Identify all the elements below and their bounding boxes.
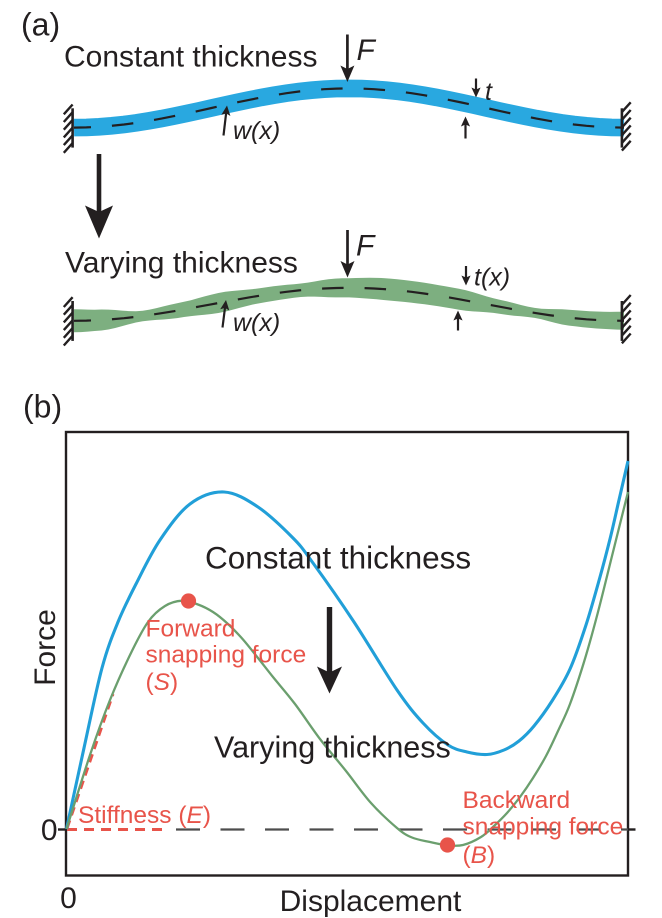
svg-text:(S): (S) (146, 669, 179, 696)
svg-text:Varying thickness: Varying thickness (214, 731, 451, 765)
svg-text:snapping force: snapping force (146, 642, 307, 669)
svg-text:Constant thickness: Constant thickness (205, 540, 471, 576)
svg-text:Stiffness (E): Stiffness (E) (78, 802, 211, 829)
svg-text:(b): (b) (23, 389, 62, 425)
svg-text:Constant thickness: Constant thickness (64, 41, 317, 74)
svg-text:Displacement: Displacement (280, 885, 462, 918)
svg-text:(B): (B) (463, 842, 496, 869)
svg-text:w(x): w(x) (233, 117, 280, 145)
svg-text:Varying thickness: Varying thickness (65, 247, 298, 280)
svg-text:Backward: Backward (463, 787, 571, 814)
svg-text:Force: Force (29, 609, 62, 686)
svg-text:t(x): t(x) (474, 264, 510, 292)
svg-text:snapping force: snapping force (463, 814, 624, 841)
svg-text:0: 0 (60, 882, 77, 915)
svg-text:w(x): w(x) (233, 309, 280, 337)
svg-text:(a): (a) (21, 7, 60, 43)
svg-text:Forward: Forward (146, 616, 236, 643)
svg-text:F: F (357, 34, 377, 67)
svg-text:F: F (356, 230, 376, 263)
svg-text:t: t (485, 78, 493, 106)
svg-text:0: 0 (41, 814, 58, 847)
